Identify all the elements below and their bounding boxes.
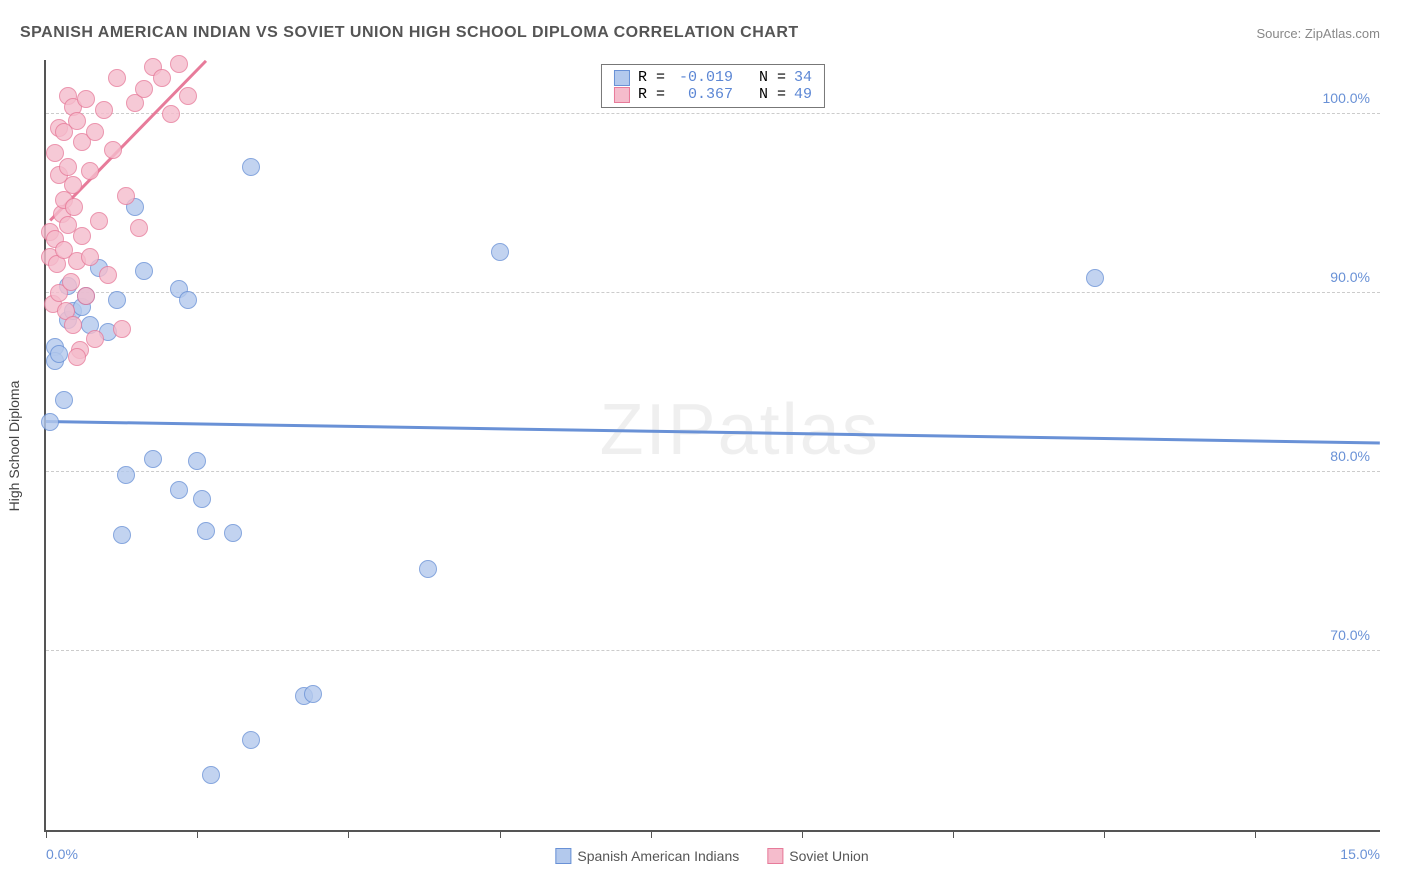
legend-swatch-icon xyxy=(767,848,783,864)
scatter-point xyxy=(62,273,80,291)
scatter-point xyxy=(90,212,108,230)
scatter-point xyxy=(64,316,82,334)
scatter-point xyxy=(130,219,148,237)
scatter-point xyxy=(135,80,153,98)
trend-line xyxy=(46,420,1380,444)
stats-row: R = 0.367 N = 49 xyxy=(614,86,812,103)
stat-n-label: N = xyxy=(759,69,786,86)
scatter-point xyxy=(491,243,509,261)
y-axis-label: High School Diploma xyxy=(6,381,22,512)
scatter-point xyxy=(55,391,73,409)
x-tick xyxy=(1104,830,1105,838)
x-tick xyxy=(500,830,501,838)
y-tick-label: 100.0% xyxy=(1323,90,1370,106)
stats-row: R = -0.019 N = 34 xyxy=(614,69,812,86)
scatter-point xyxy=(46,144,64,162)
x-label-left: 0.0% xyxy=(46,846,78,862)
scatter-point xyxy=(77,90,95,108)
stat-r-value: 0.367 xyxy=(673,86,733,103)
scatter-point xyxy=(104,141,122,159)
stat-n-value: 34 xyxy=(794,69,812,86)
source-attribution: Source: ZipAtlas.com xyxy=(1256,26,1380,41)
scatter-point xyxy=(108,291,126,309)
scatter-point xyxy=(170,55,188,73)
legend-label: Soviet Union xyxy=(789,848,868,864)
scatter-point xyxy=(73,227,91,245)
scatter-point xyxy=(81,162,99,180)
gridline xyxy=(46,292,1380,293)
gridline xyxy=(46,113,1380,114)
scatter-point xyxy=(1086,269,1104,287)
scatter-point xyxy=(197,522,215,540)
stat-r-value: -0.019 xyxy=(673,69,733,86)
source-link[interactable]: ZipAtlas.com xyxy=(1305,26,1380,41)
scatter-point xyxy=(162,105,180,123)
scatter-point xyxy=(179,291,197,309)
scatter-point xyxy=(99,266,117,284)
y-tick-label: 70.0% xyxy=(1330,627,1370,643)
scatter-point xyxy=(188,452,206,470)
x-tick xyxy=(46,830,47,838)
legend-swatch-icon xyxy=(614,70,630,86)
scatter-point xyxy=(86,330,104,348)
scatter-point xyxy=(81,248,99,266)
scatter-point xyxy=(117,187,135,205)
scatter-point xyxy=(68,348,86,366)
scatter-point xyxy=(304,685,322,703)
scatter-point xyxy=(59,158,77,176)
scatter-point xyxy=(68,112,86,130)
x-tick xyxy=(1255,830,1256,838)
plot-area: ZIPatlas R =-0.019N =34R =0.367N =49 70.… xyxy=(44,60,1380,832)
gridline xyxy=(46,471,1380,472)
scatter-point xyxy=(50,345,68,363)
y-tick-label: 80.0% xyxy=(1330,448,1370,464)
x-tick xyxy=(197,830,198,838)
stat-n-label: N = xyxy=(759,86,786,103)
stat-r-label: R = xyxy=(638,86,665,103)
chart-title: SPANISH AMERICAN INDIAN VS SOVIET UNION … xyxy=(20,24,799,42)
scatter-point xyxy=(202,766,220,784)
source-label: Source: xyxy=(1256,26,1304,41)
scatter-point xyxy=(153,69,171,87)
scatter-point xyxy=(77,287,95,305)
legend-bottom: Spanish American Indians Soviet Union xyxy=(555,848,868,864)
scatter-point xyxy=(117,466,135,484)
scatter-point xyxy=(242,158,260,176)
scatter-point xyxy=(64,176,82,194)
scatter-point xyxy=(179,87,197,105)
scatter-point xyxy=(95,101,113,119)
scatter-point xyxy=(170,481,188,499)
legend-swatch-icon xyxy=(555,848,571,864)
scatter-point xyxy=(224,524,242,542)
stat-n-value: 49 xyxy=(794,86,812,103)
scatter-point xyxy=(144,450,162,468)
scatter-point xyxy=(419,560,437,578)
stat-r-label: R = xyxy=(638,69,665,86)
x-tick xyxy=(348,830,349,838)
y-tick-label: 90.0% xyxy=(1330,269,1370,285)
x-label-right: 15.0% xyxy=(1340,846,1380,862)
scatter-point xyxy=(113,320,131,338)
legend-item: Soviet Union xyxy=(767,848,868,864)
scatter-point xyxy=(65,198,83,216)
x-tick xyxy=(802,830,803,838)
scatter-point xyxy=(135,262,153,280)
legend-item: Spanish American Indians xyxy=(555,848,739,864)
scatter-point xyxy=(41,413,59,431)
chart-container: High School Diploma ZIPatlas R =-0.019N … xyxy=(44,60,1380,832)
scatter-point xyxy=(193,490,211,508)
x-tick xyxy=(953,830,954,838)
scatter-point xyxy=(108,69,126,87)
gridline xyxy=(46,650,1380,651)
legend-label: Spanish American Indians xyxy=(577,848,739,864)
scatter-point xyxy=(86,123,104,141)
x-tick xyxy=(651,830,652,838)
legend-swatch-icon xyxy=(614,87,630,103)
stats-legend-box: R = -0.019 N = 34 R = 0.367 N = 49 xyxy=(601,64,825,108)
scatter-point xyxy=(113,526,131,544)
scatter-point xyxy=(242,731,260,749)
